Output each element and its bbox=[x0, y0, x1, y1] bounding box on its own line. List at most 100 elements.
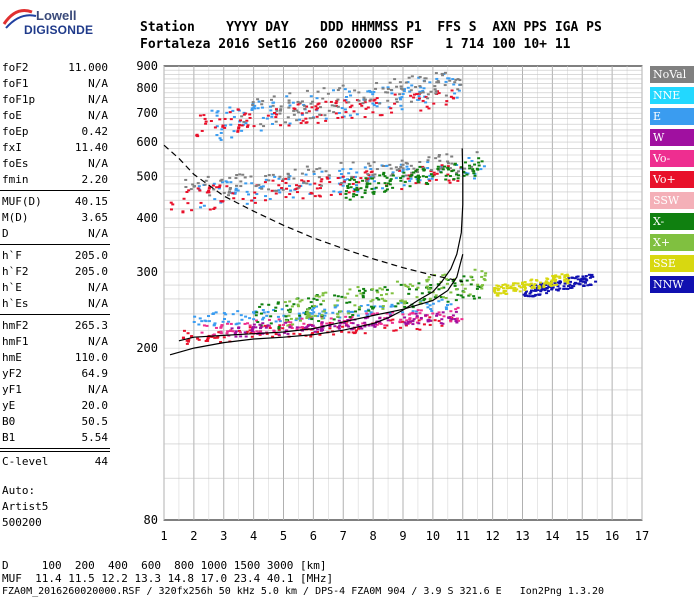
echo-point bbox=[369, 98, 373, 101]
x-tick-label: 3 bbox=[220, 529, 227, 543]
echo-point bbox=[305, 121, 309, 124]
echo-point bbox=[244, 335, 248, 338]
echo-point bbox=[312, 311, 316, 314]
echo-point bbox=[435, 314, 439, 317]
echo-point bbox=[300, 100, 304, 103]
header-labels: Station YYYY DAY DDD HHMMSS P1 FFS S AXN… bbox=[140, 20, 602, 35]
param-separator bbox=[0, 448, 110, 449]
echo-point bbox=[296, 305, 300, 308]
echo-point bbox=[256, 107, 260, 110]
echo-point bbox=[411, 284, 415, 287]
echo-point bbox=[355, 294, 359, 297]
param-value: 20.0 bbox=[81, 399, 109, 412]
echo-point bbox=[552, 278, 556, 281]
echo-point bbox=[533, 286, 537, 289]
echo-point bbox=[214, 326, 218, 329]
echo-point bbox=[288, 184, 292, 187]
echo-point bbox=[425, 280, 429, 283]
echo-point bbox=[556, 281, 560, 284]
echo-point bbox=[404, 300, 408, 303]
echo-point bbox=[445, 100, 449, 103]
echo-point bbox=[214, 311, 218, 314]
echo-point bbox=[447, 179, 451, 182]
echo-point bbox=[355, 186, 359, 189]
echo-point bbox=[363, 189, 367, 192]
echo-point bbox=[386, 182, 390, 185]
echo-point bbox=[425, 175, 429, 178]
echo-point bbox=[274, 192, 278, 195]
echo-point bbox=[338, 169, 342, 172]
echo-point bbox=[391, 318, 395, 321]
echo-point bbox=[280, 187, 284, 190]
echo-point bbox=[407, 76, 411, 79]
echo-point bbox=[450, 155, 454, 158]
echo-point bbox=[237, 329, 241, 332]
echo-point bbox=[327, 174, 331, 177]
echo-point bbox=[369, 167, 373, 170]
echo-point bbox=[310, 315, 314, 318]
echo-point bbox=[374, 87, 378, 90]
echo-point bbox=[307, 317, 311, 320]
echo-point bbox=[282, 323, 286, 326]
echo-point bbox=[286, 309, 290, 312]
echo-point bbox=[370, 177, 374, 180]
echo-point bbox=[408, 180, 412, 183]
echo-point bbox=[453, 278, 457, 281]
echo-point bbox=[189, 188, 193, 191]
echo-point bbox=[182, 329, 186, 332]
param-value: N/A bbox=[88, 383, 108, 396]
echo-point bbox=[449, 95, 453, 98]
footer-muf-row: MUF 11.4 11.5 12.2 13.3 14.8 17.0 23.4 4… bbox=[2, 572, 334, 585]
echo-point bbox=[187, 338, 191, 341]
echo-point bbox=[371, 324, 375, 327]
echo-point bbox=[370, 313, 374, 316]
echo-point bbox=[220, 200, 224, 203]
echo-point bbox=[346, 318, 350, 321]
echo-point bbox=[407, 292, 411, 295]
echo-point bbox=[383, 286, 387, 289]
echo-point bbox=[347, 325, 351, 328]
echo-point bbox=[190, 209, 194, 212]
echo-point bbox=[300, 326, 304, 329]
echo-point bbox=[303, 104, 307, 107]
echo-point bbox=[529, 279, 533, 282]
echo-point bbox=[411, 306, 415, 309]
echo-point bbox=[566, 275, 570, 278]
x-tick-label: 6 bbox=[310, 529, 317, 543]
param-row: yE 20.0 bbox=[2, 398, 108, 414]
echo-point bbox=[245, 119, 249, 122]
param-key: hmF1 bbox=[2, 335, 29, 348]
echo-point bbox=[558, 276, 562, 279]
echo-point bbox=[499, 285, 503, 288]
echo-point bbox=[250, 335, 254, 338]
echo-point bbox=[442, 72, 446, 75]
echo-point bbox=[448, 167, 452, 170]
echo-point bbox=[348, 106, 352, 109]
echo-point bbox=[343, 108, 347, 111]
echo-point bbox=[367, 162, 371, 165]
echo-point bbox=[516, 282, 520, 285]
echo-point bbox=[390, 111, 394, 114]
echo-point bbox=[295, 119, 299, 122]
echo-point bbox=[313, 195, 317, 198]
echo-point bbox=[390, 92, 394, 95]
echo-point bbox=[312, 307, 316, 310]
echo-point bbox=[539, 290, 543, 293]
param-row: MUF(D) 40.15 bbox=[2, 194, 108, 210]
echo-point bbox=[305, 317, 309, 320]
echo-point bbox=[342, 180, 346, 183]
auto-code: 500200 bbox=[2, 516, 42, 529]
echo-point bbox=[493, 288, 497, 291]
echo-point bbox=[297, 312, 301, 315]
echo-point bbox=[428, 323, 432, 326]
echo-point bbox=[434, 72, 438, 75]
echo-point bbox=[281, 178, 285, 181]
echo-point bbox=[477, 161, 481, 164]
echo-point bbox=[351, 331, 355, 334]
echo-point bbox=[391, 173, 395, 176]
echo-point bbox=[375, 323, 379, 326]
echo-point bbox=[415, 93, 419, 96]
echo-point bbox=[451, 279, 455, 282]
echo-point bbox=[437, 81, 441, 84]
echo-point bbox=[248, 317, 252, 320]
